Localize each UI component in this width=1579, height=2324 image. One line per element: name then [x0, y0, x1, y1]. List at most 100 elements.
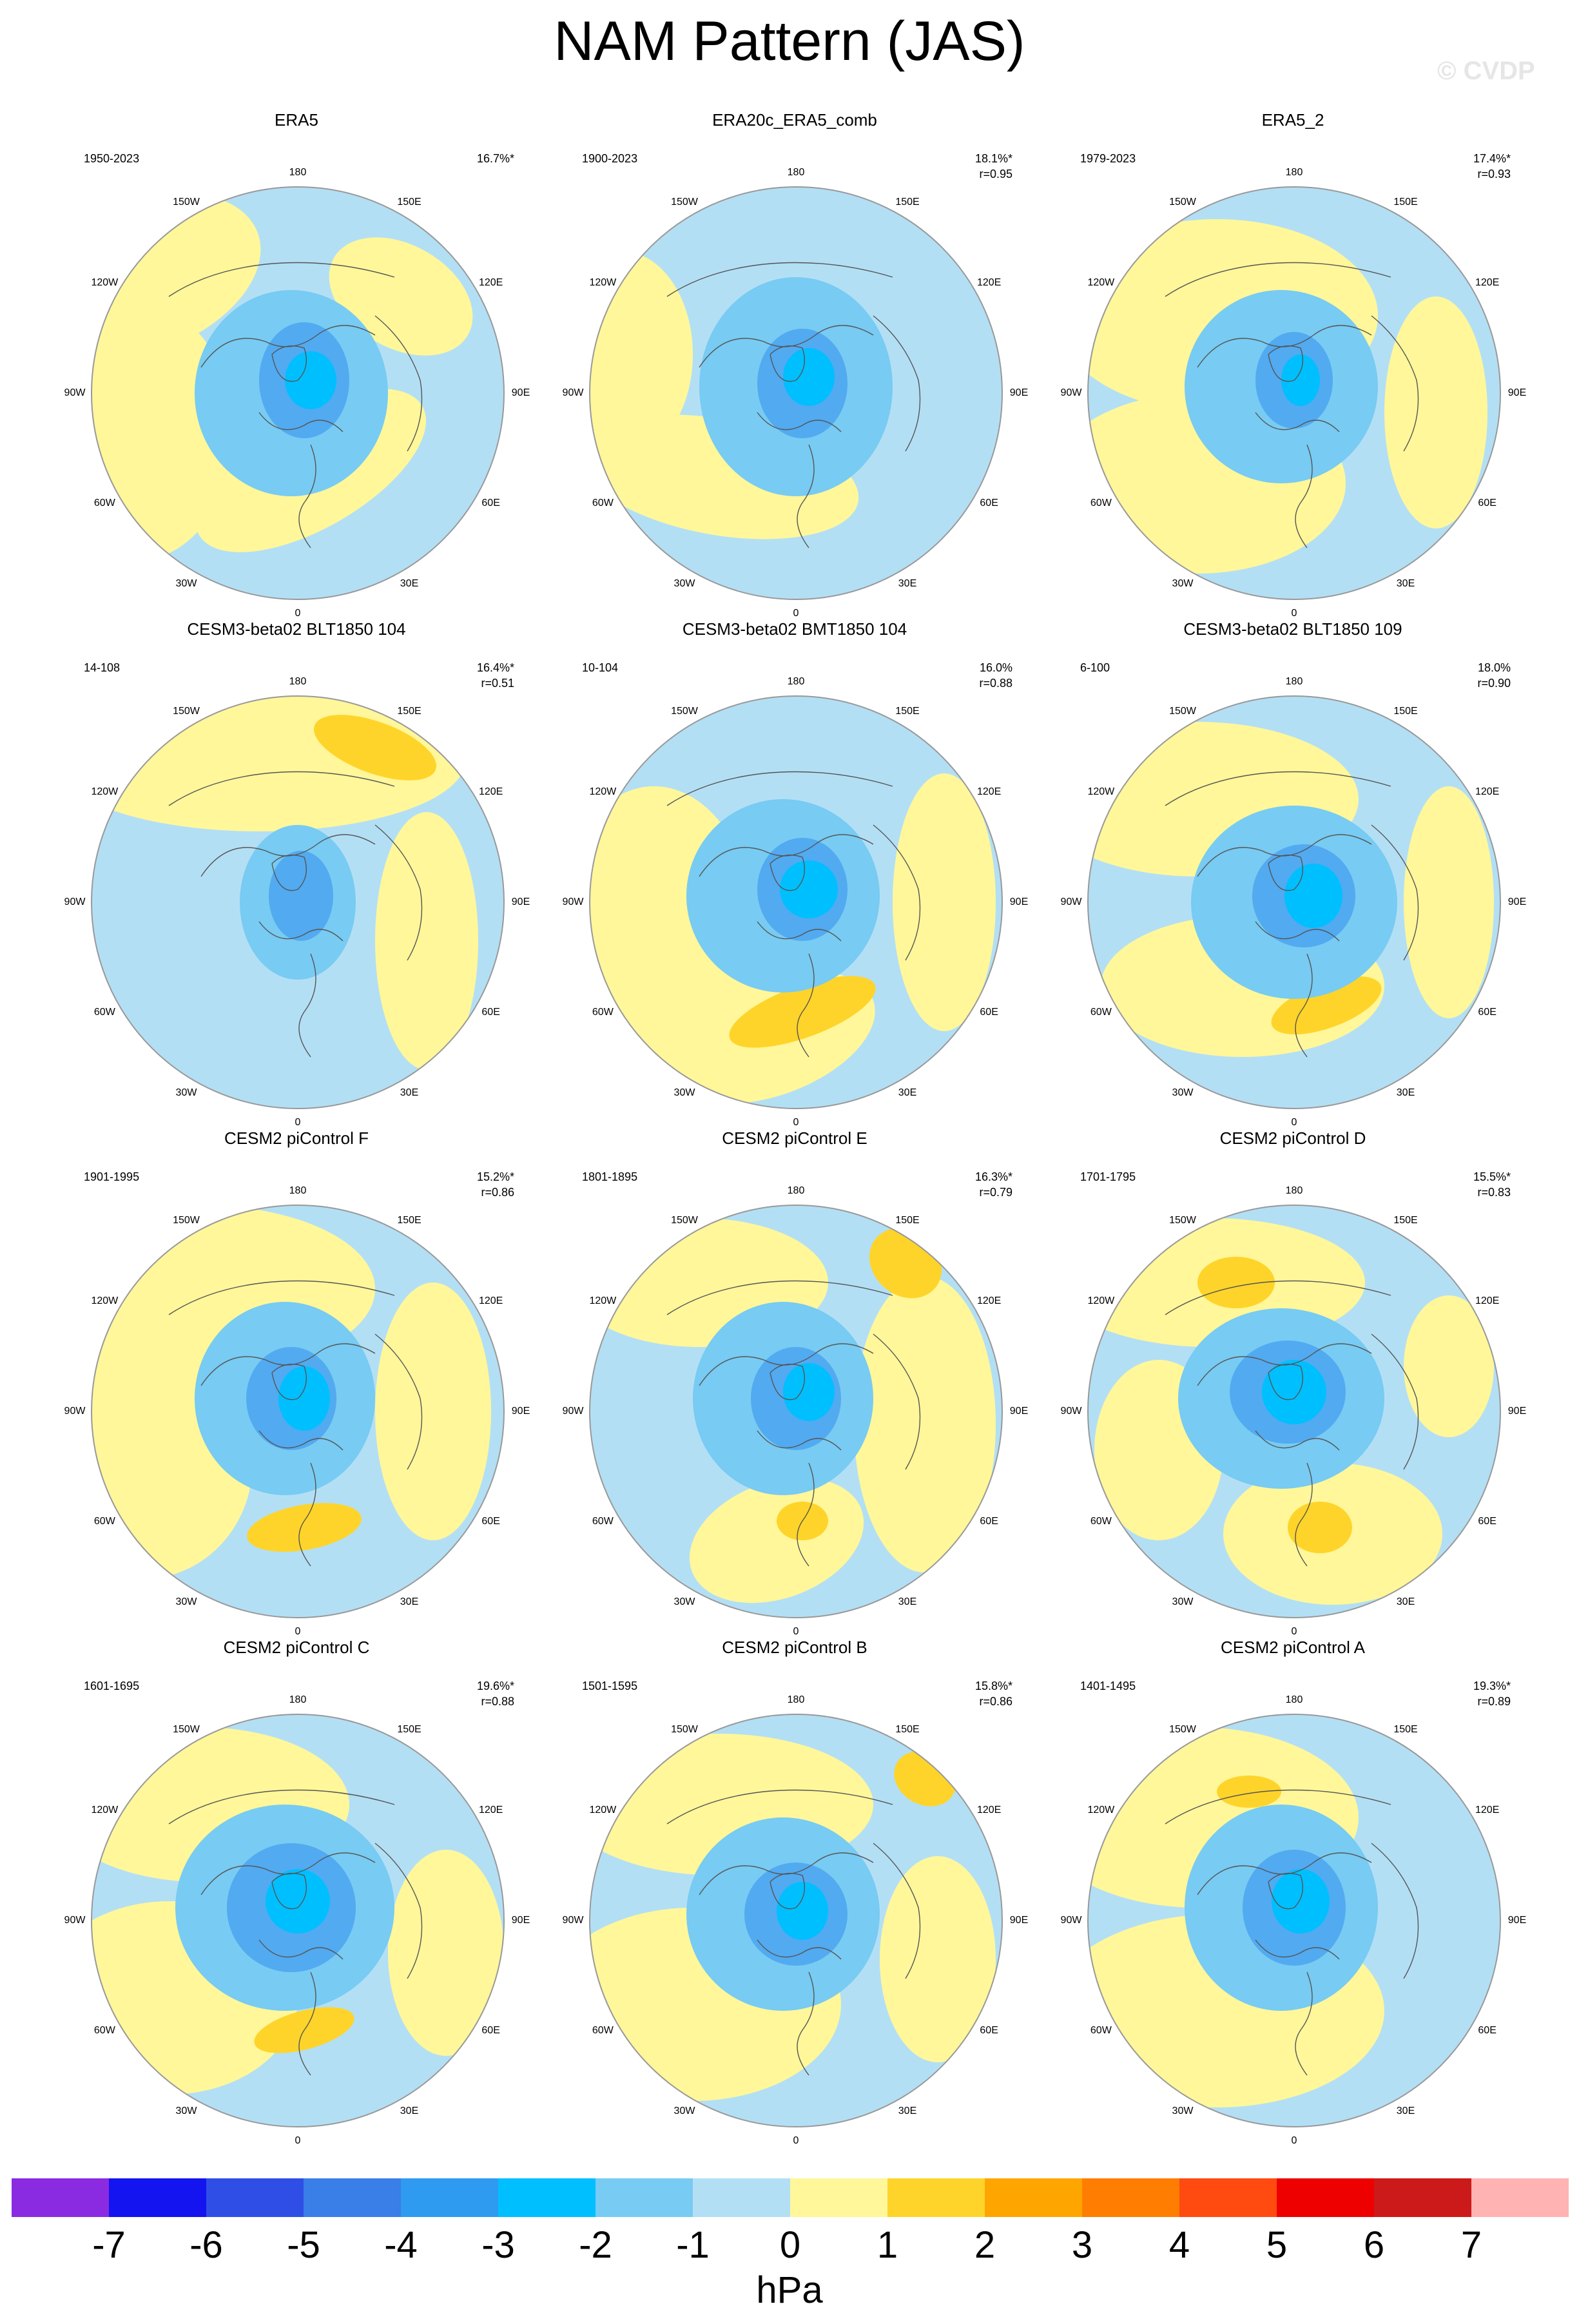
longitude-label: 30W — [1172, 1596, 1194, 1608]
pos-mid-anomaly — [1217, 1776, 1281, 1808]
pos-weak-anomaly — [375, 812, 478, 1070]
longitude-label: 30W — [175, 1596, 197, 1608]
pos-mid-anomaly — [314, 715, 436, 780]
colorbar-box — [12, 2178, 109, 2217]
panel-title: ERA20c_ERA5_comb — [712, 110, 877, 130]
longitude-label: 90E — [1009, 1406, 1029, 1417]
panel-stats: 16.0% r=0.88 — [979, 660, 1012, 691]
longitude-label: 60E — [980, 498, 998, 508]
longitude-label: 60E — [1478, 1007, 1497, 1018]
polar-map — [589, 695, 1003, 1109]
colorbar-tick-label: 7 — [1460, 2224, 1482, 2266]
longitude-label: 0 — [1291, 1626, 1297, 1637]
panel-correlation: r=0.86 — [979, 1695, 1012, 1708]
neg-core-anomaly — [1272, 1869, 1330, 1933]
colorbar-tick-label: 0 — [779, 2224, 801, 2266]
panel-correlation: r=0.51 — [481, 677, 514, 690]
pos-mid-anomaly — [1288, 1502, 1352, 1553]
coastline — [666, 1280, 893, 1315]
longitude-label: 30E — [898, 1596, 917, 1608]
longitude-label: 150W — [173, 1214, 200, 1226]
panel-variance: 16.3%* — [974, 1170, 1012, 1183]
coastline — [1371, 1333, 1419, 1470]
pos-weak-anomaly — [92, 192, 261, 362]
coastline — [298, 444, 316, 548]
panel-correlation: r=0.86 — [481, 1186, 514, 1199]
colorbar-labels: -7 -6 -5 -4 -3 -2 -1 0 1 2 3 4 5 6 7 — [12, 2223, 1569, 2275]
coastline — [873, 1333, 921, 1470]
map-panel: CESM2 piControl D 1701-1795 15.5%* r=0.83 18… — [1041, 1128, 1544, 1637]
longitude-label: 90W — [1060, 896, 1082, 907]
longitude-label: 180 — [787, 1185, 805, 1196]
longitude-label: 180 — [1285, 1185, 1303, 1196]
panel-correlation: r=0.93 — [1477, 168, 1511, 180]
colorbar-tick-label: -1 — [676, 2224, 710, 2266]
polar-map — [91, 695, 505, 1109]
colorbar-tick-label: 2 — [974, 2224, 996, 2266]
polar-map — [91, 1714, 505, 2127]
panel-correlation: r=0.79 — [979, 1186, 1012, 1199]
pos-mid-anomaly — [1271, 976, 1382, 1035]
longitude-label: 90E — [511, 896, 530, 907]
map-panel: ERA5 1950-2023 16.7%* 180 150E 120E 90E 60E 30E 0… — [45, 110, 548, 619]
longitude-label: 120W — [1087, 1805, 1115, 1816]
longitude-label: 120W — [589, 277, 617, 288]
longitude-label: 180 — [787, 1694, 805, 1705]
longitude-label: 120E — [1475, 786, 1500, 797]
panel-correlation: r=0.88 — [481, 1695, 514, 1708]
longitude-label: 60E — [481, 1516, 500, 1527]
coastline — [1371, 315, 1419, 452]
longitude-label: 60E — [1478, 1516, 1497, 1527]
coastline — [298, 953, 316, 1058]
map-panel: CESM2 piControl E 1801-1895 16.3%* r=0.79 18… — [543, 1128, 1046, 1637]
coastline — [797, 1462, 815, 1567]
coastline — [258, 1430, 344, 1451]
panel-stats: 19.3%* r=0.89 — [1473, 1678, 1511, 1709]
longitude-label: 30E — [898, 1087, 917, 1099]
longitude-label: 60W — [592, 2025, 614, 2036]
longitude-label: 30W — [175, 578, 197, 590]
longitude-label: 150E — [895, 1723, 920, 1735]
longitude-label: 30E — [1396, 2106, 1415, 2117]
coastline — [168, 262, 395, 297]
watermark: © CVDP — [1437, 57, 1535, 85]
panel-title: CESM3-beta02 BMT1850 104 — [682, 619, 907, 639]
panel-stats: 15.2%* r=0.86 — [477, 1169, 514, 1200]
longitude-label: 30E — [1396, 1087, 1415, 1099]
colorbar-box — [985, 2178, 1082, 2217]
longitude-label: 150E — [397, 705, 421, 717]
polar-map — [1087, 1205, 1501, 1618]
neg-core-anomaly — [278, 1366, 330, 1431]
coastline — [1197, 1852, 1372, 1895]
longitude-label: 150W — [671, 705, 698, 717]
pos-weak-anomaly — [375, 1283, 491, 1540]
colorbar-box — [1471, 2178, 1569, 2217]
longitude-label: 0 — [793, 1626, 799, 1637]
panel-stats: 15.5%* r=0.83 — [1473, 1169, 1511, 1200]
coastline — [271, 345, 307, 382]
map-boundary — [91, 695, 505, 1109]
coastline — [666, 771, 893, 806]
longitude-label: 30E — [400, 2106, 419, 2117]
coastline — [666, 1789, 893, 1825]
pos-weak-anomaly — [92, 303, 233, 561]
polar-map — [589, 186, 1003, 600]
longitude-label: 0 — [1291, 608, 1297, 619]
pos-mid-anomaly — [1197, 1257, 1275, 1308]
map-boundary — [91, 186, 505, 600]
panel-title: ERA5 — [275, 110, 318, 130]
longitude-label: 150E — [895, 196, 920, 208]
longitude-label: 30E — [400, 1596, 419, 1608]
longitude-label: 30E — [1396, 578, 1415, 590]
longitude-label: 150E — [1393, 1214, 1418, 1226]
longitude-label: 30E — [400, 1087, 419, 1099]
map-panel: CESM3-beta02 BLT1850 104 14-108 16.4%* r=0.… — [45, 619, 548, 1128]
longitude-label: 120W — [91, 277, 119, 288]
panel-stats: 16.4%* r=0.51 — [477, 660, 514, 691]
panel-stats: 16.7%* — [477, 151, 514, 166]
coastline — [1255, 412, 1340, 432]
longitude-label: 30W — [1172, 2106, 1194, 2117]
neg-core-anomaly — [783, 348, 835, 406]
longitude-label: 0 — [295, 1117, 301, 1128]
longitude-label: 90E — [1009, 1915, 1029, 1926]
